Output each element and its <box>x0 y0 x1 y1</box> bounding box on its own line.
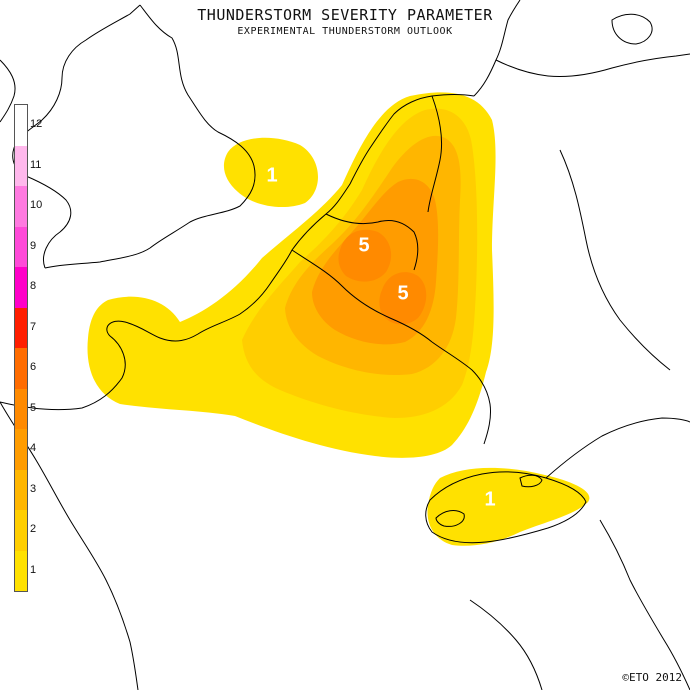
legend-label-2: 2 <box>30 523 37 536</box>
lake-geneva <box>435 510 465 527</box>
legend-label-9: 9 <box>30 239 37 252</box>
legend-swatch-9 <box>15 226 27 267</box>
coastline-germany-north <box>495 53 690 77</box>
legend-swatch-11 <box>15 145 27 186</box>
coastline-baltic-island <box>611 13 653 45</box>
severity-area-level-1-alps <box>427 467 590 546</box>
area-label-england: 1 <box>266 164 278 187</box>
area-label-north-max: 5 <box>358 234 370 257</box>
legend-swatch-8 <box>15 267 27 308</box>
area-label-south-max: 5 <box>397 282 409 305</box>
legend-label-1: 1 <box>30 563 37 576</box>
border-switzerland <box>425 471 587 544</box>
coastline-continent <box>0 94 475 411</box>
severity-legend <box>14 104 28 592</box>
legend-swatch-3 <box>15 469 27 510</box>
legend-swatch-12 <box>15 105 27 146</box>
legend-label-6: 6 <box>30 361 37 374</box>
lake-constance <box>519 474 543 488</box>
coastline-adriatic <box>599 519 690 690</box>
legend-swatch-2 <box>15 510 27 551</box>
map-subtitle: EXPERIMENTAL THUNDERSTORM OUTLOOK <box>237 26 453 37</box>
legend-label-3: 3 <box>30 482 37 495</box>
legend-swatch-10 <box>15 186 27 227</box>
border-belgium-netherlands <box>325 213 419 271</box>
area-label-alps: 1 <box>484 488 496 511</box>
legend-label-7: 7 <box>30 320 37 333</box>
border-france-belgium <box>291 249 433 343</box>
legend-label-8: 8 <box>30 280 37 293</box>
legend-label-4: 4 <box>30 442 37 455</box>
severity-area-level-5-north <box>338 229 392 282</box>
coastline-britain <box>44 4 256 269</box>
legend-label-10: 10 <box>30 199 43 212</box>
coastline-ireland <box>0 59 16 123</box>
coastline-denmark <box>473 0 521 97</box>
legend-swatch-6 <box>15 348 27 389</box>
coastline-italy <box>469 599 543 690</box>
border-netherlands-germany <box>427 95 443 213</box>
border-germany-austria <box>545 417 690 479</box>
copyright-text: ©ETO 2012 <box>622 671 682 684</box>
border-germany-france <box>431 341 491 445</box>
coastline-britain-west <box>12 4 141 269</box>
severity-areas <box>87 92 590 546</box>
coastline-france-west <box>0 401 139 690</box>
legend-swatch-7 <box>15 307 27 348</box>
legend-label-11: 11 <box>30 158 42 171</box>
severity-area-level-1-england <box>223 137 318 208</box>
severity-area-level-5-south <box>379 272 427 325</box>
legend-label-12: 12 <box>30 118 43 131</box>
border-germany-east <box>559 149 671 371</box>
legend-swatch-1 <box>15 550 27 591</box>
map-title: THUNDERSTORM SEVERITY PARAMETER <box>197 6 493 24</box>
legend-swatch-4 <box>15 429 27 470</box>
legend-label-5: 5 <box>30 401 37 414</box>
legend-swatch-5 <box>15 388 27 429</box>
